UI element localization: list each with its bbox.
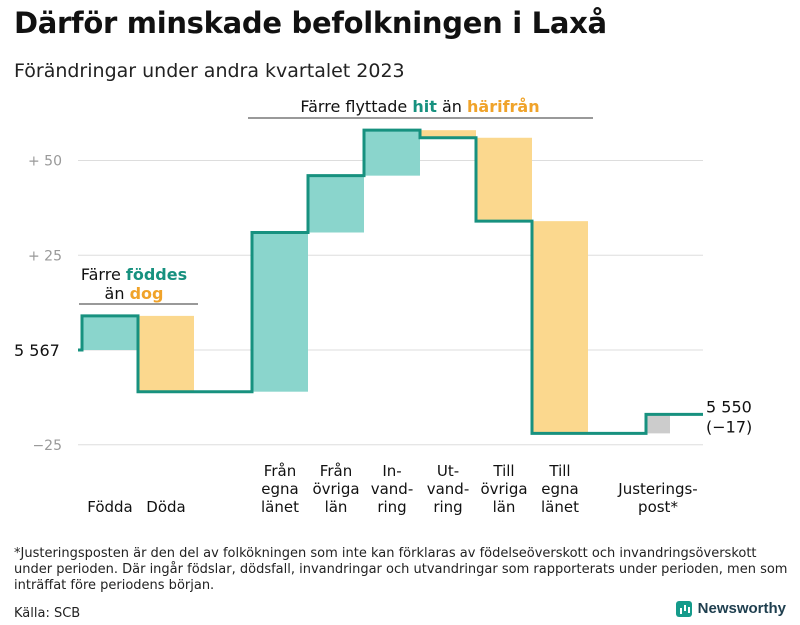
x-tick-label: övriga <box>312 480 359 498</box>
x-tick-label: Från <box>320 462 352 480</box>
annotation-part: än <box>105 284 130 303</box>
x-tick-label: vand- <box>427 480 470 498</box>
x-tick-label: Justerings- <box>617 480 697 498</box>
x-tick-label: Döda <box>146 498 185 516</box>
x-tick-label: In- <box>382 462 401 480</box>
annotation-part: än <box>437 97 467 116</box>
annotation-part: Färre flyttade <box>300 97 412 116</box>
y-tick-label: −25 <box>32 438 62 454</box>
x-tick-label: Från <box>264 462 296 480</box>
annotation-births-deaths-line2: än dog <box>105 284 164 303</box>
bar-4 <box>364 130 420 176</box>
end-value-label: 5 550 <box>706 397 752 416</box>
x-tick-label: egna <box>541 480 578 498</box>
brand-name: Newsworthy <box>697 600 786 617</box>
y-tick-label: + 50 <box>28 154 62 170</box>
annotation-migration: Färre flyttade hit än härifrån <box>300 97 539 116</box>
bar-2 <box>252 232 308 392</box>
y-tick-label: + 25 <box>28 248 62 264</box>
x-tick-label: län <box>325 498 348 516</box>
annotation-part: dog <box>130 284 164 303</box>
x-tick-label: ring <box>377 498 406 516</box>
x-tick-label: post* <box>638 498 678 516</box>
source-label: Källa: SCB <box>14 606 81 621</box>
footnote: *Justeringsposten är den del av folkökni… <box>14 546 788 593</box>
bar-0 <box>82 315 138 350</box>
chart-logo-icon <box>675 600 692 617</box>
end-change-label: (−17) <box>706 417 752 436</box>
brand-logo: Newsworthy <box>675 600 786 617</box>
chart-title: Därför minskade befolkningen i Laxå <box>14 6 607 40</box>
x-tick-label: länet <box>261 498 299 516</box>
x-tick-label: länet <box>541 498 579 516</box>
x-tick-label: Födda <box>87 498 133 516</box>
x-tick-label: vand- <box>371 480 414 498</box>
cumulative-step-line <box>78 128 703 435</box>
bar-1 <box>138 315 194 392</box>
start-value-label: 5 567 <box>14 341 60 360</box>
annotation-part: hit <box>412 97 437 116</box>
annotation-part: Färre <box>81 265 126 284</box>
annotation-part: föddes <box>126 265 187 284</box>
x-tick-label: Till <box>548 462 570 480</box>
x-tick-label: län <box>493 498 516 516</box>
x-tick-label: ring <box>433 498 462 516</box>
bar-6 <box>476 137 532 222</box>
annotation-part: härifrån <box>467 97 540 116</box>
x-tick-label: övriga <box>480 480 527 498</box>
bar-3 <box>308 175 364 233</box>
x-tick-label: Ut- <box>437 462 459 480</box>
annotation-births-deaths-line1: Färre föddes <box>81 265 187 284</box>
chart-subtitle: Förändringar under andra kvartalet 2023 <box>14 60 405 82</box>
bar-5 <box>420 130 476 138</box>
bar-8 <box>646 414 670 434</box>
x-tick-label: Till <box>492 462 514 480</box>
bar-7 <box>532 221 588 434</box>
x-tick-label: egna <box>261 480 298 498</box>
